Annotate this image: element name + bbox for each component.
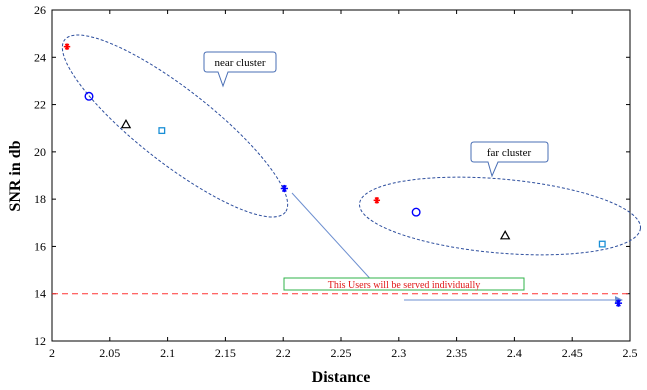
data-point-asterisk <box>614 299 623 307</box>
data-point-asterisk <box>280 184 288 193</box>
near-cluster-ellipse <box>61 34 289 218</box>
x-tick-label: 2.05 <box>99 346 120 360</box>
x-tick-label: 2.2 <box>276 346 291 360</box>
threshold-note: This Users will be served individually <box>283 277 525 291</box>
y-tick-label: 22 <box>34 98 46 112</box>
x-tick-label: 2.4 <box>507 346 522 360</box>
x-tick-label: 2.5 <box>623 346 638 360</box>
data-point-circle <box>84 91 94 101</box>
data-points <box>63 43 623 307</box>
x-axis-title: Distance <box>312 369 371 386</box>
y-tick-label: 24 <box>34 50 46 64</box>
y-tick-label: 18 <box>34 192 46 206</box>
y-axis-title: SNR in db <box>7 140 24 211</box>
data-point-circle <box>411 207 421 217</box>
note-arrow-diagonal <box>291 192 376 285</box>
x-tick-label: 2 <box>49 346 55 360</box>
y-tick-label: 26 <box>34 3 46 17</box>
y-tick-label: 16 <box>34 239 46 253</box>
far-cluster-ellipse <box>358 176 642 256</box>
y-tick-label: 20 <box>34 145 46 159</box>
data-point-square <box>158 127 166 135</box>
y-tick-label: 12 <box>34 334 46 348</box>
plot-area <box>51 9 631 342</box>
threshold-note-label: This Users will be served individually <box>328 280 480 291</box>
x-tick-label: 2.45 <box>562 346 583 360</box>
y-tick-label: 14 <box>34 287 46 301</box>
near-cluster-label: near cluster <box>215 57 266 69</box>
data-point-triangle <box>120 118 132 129</box>
data-point-star <box>63 43 71 50</box>
x-tick-label: 2.15 <box>215 346 236 360</box>
near-cluster-callout: near cluster <box>203 51 277 88</box>
far-cluster-callout: far cluster <box>470 141 549 178</box>
x-tick-label: 2.3 <box>391 346 406 360</box>
data-point-star <box>373 197 381 204</box>
x-tick-label: 2.35 <box>446 346 467 360</box>
y-axis-ticks: 12 14 16 18 20 22 24 26 <box>34 3 630 348</box>
data-point-square <box>598 240 606 248</box>
data-point-triangle <box>499 230 511 240</box>
x-axis-ticks: 2 2.05 2.1 2.15 2.2 2.25 2.3 2.35 2.4 2.45 2.5 <box>49 10 638 360</box>
x-tick-label: 2.25 <box>331 346 352 360</box>
far-cluster-label: far cluster <box>487 147 532 159</box>
x-tick-label: 2.1 <box>160 346 175 360</box>
